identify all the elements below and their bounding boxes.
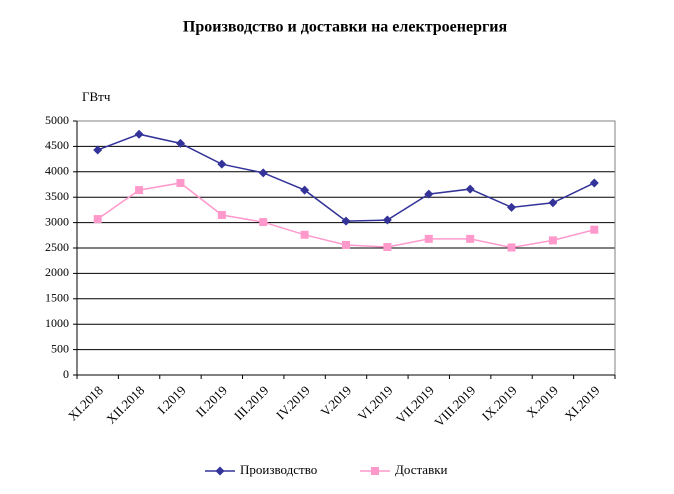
data-point xyxy=(548,198,558,208)
data-point xyxy=(135,186,144,195)
data-point xyxy=(134,129,144,139)
data-point xyxy=(300,185,310,195)
x-tick-label: III.2019 xyxy=(231,383,271,423)
x-tick-label: VIII.2019 xyxy=(431,383,478,430)
y-tick-label: 5000 xyxy=(45,113,69,127)
y-tick-label: 3000 xyxy=(45,214,69,228)
x-tick-label: IX.2019 xyxy=(479,383,520,424)
y-tick-label: 1500 xyxy=(45,291,69,305)
chart-title: Производство и доставки на електроенерги… xyxy=(183,19,508,36)
data-point xyxy=(590,225,599,234)
data-point xyxy=(93,215,102,224)
x-tick-label: XII.2018 xyxy=(103,383,147,427)
legend-marker xyxy=(215,466,225,476)
data-point xyxy=(589,178,599,188)
legend-label: Доставки xyxy=(395,462,448,477)
data-point xyxy=(507,202,517,212)
y-tick-label: 4000 xyxy=(45,164,69,178)
data-point xyxy=(300,230,309,239)
data-point xyxy=(217,159,227,169)
data-point xyxy=(342,240,350,249)
legend-marker xyxy=(371,467,379,475)
x-tick-label: VI.2019 xyxy=(355,383,396,424)
x-tick-label: V.2019 xyxy=(317,383,354,420)
x-tick-label: XI.2018 xyxy=(65,383,106,424)
data-point xyxy=(424,189,434,199)
data-point xyxy=(507,243,516,252)
data-point xyxy=(258,168,268,178)
data-point xyxy=(217,210,226,219)
y-tick-label: 2500 xyxy=(45,240,69,254)
x-tick-label: IV.2019 xyxy=(273,383,313,423)
x-tick-label: I.2019 xyxy=(154,383,188,417)
x-tick-label: VII.2019 xyxy=(393,383,437,427)
data-point xyxy=(466,234,475,243)
x-tick-label: XI.2019 xyxy=(562,383,603,424)
y-tick-label: 1000 xyxy=(45,316,69,330)
data-point xyxy=(175,138,185,148)
series-line xyxy=(97,182,595,249)
series-line xyxy=(97,133,595,222)
x-tick-label: II.2019 xyxy=(193,383,230,420)
data-point xyxy=(176,178,185,187)
data-point xyxy=(93,145,103,155)
data-point xyxy=(465,184,475,194)
x-tick-label: X.2019 xyxy=(523,383,561,421)
y-tick-label: 4500 xyxy=(45,138,69,152)
y-tick-label: 2000 xyxy=(45,265,69,279)
y-tick-label: 0 xyxy=(63,367,69,381)
data-point xyxy=(382,215,392,225)
data-point xyxy=(341,216,351,226)
y-axis-label: ГВтч xyxy=(82,89,111,104)
data-point xyxy=(259,218,268,227)
data-point xyxy=(548,236,557,245)
y-tick-label: 500 xyxy=(51,341,69,355)
y-tick-label: 3500 xyxy=(45,189,69,203)
legend-label: Производство xyxy=(240,462,317,477)
data-point xyxy=(424,234,433,243)
data-point xyxy=(383,242,392,251)
